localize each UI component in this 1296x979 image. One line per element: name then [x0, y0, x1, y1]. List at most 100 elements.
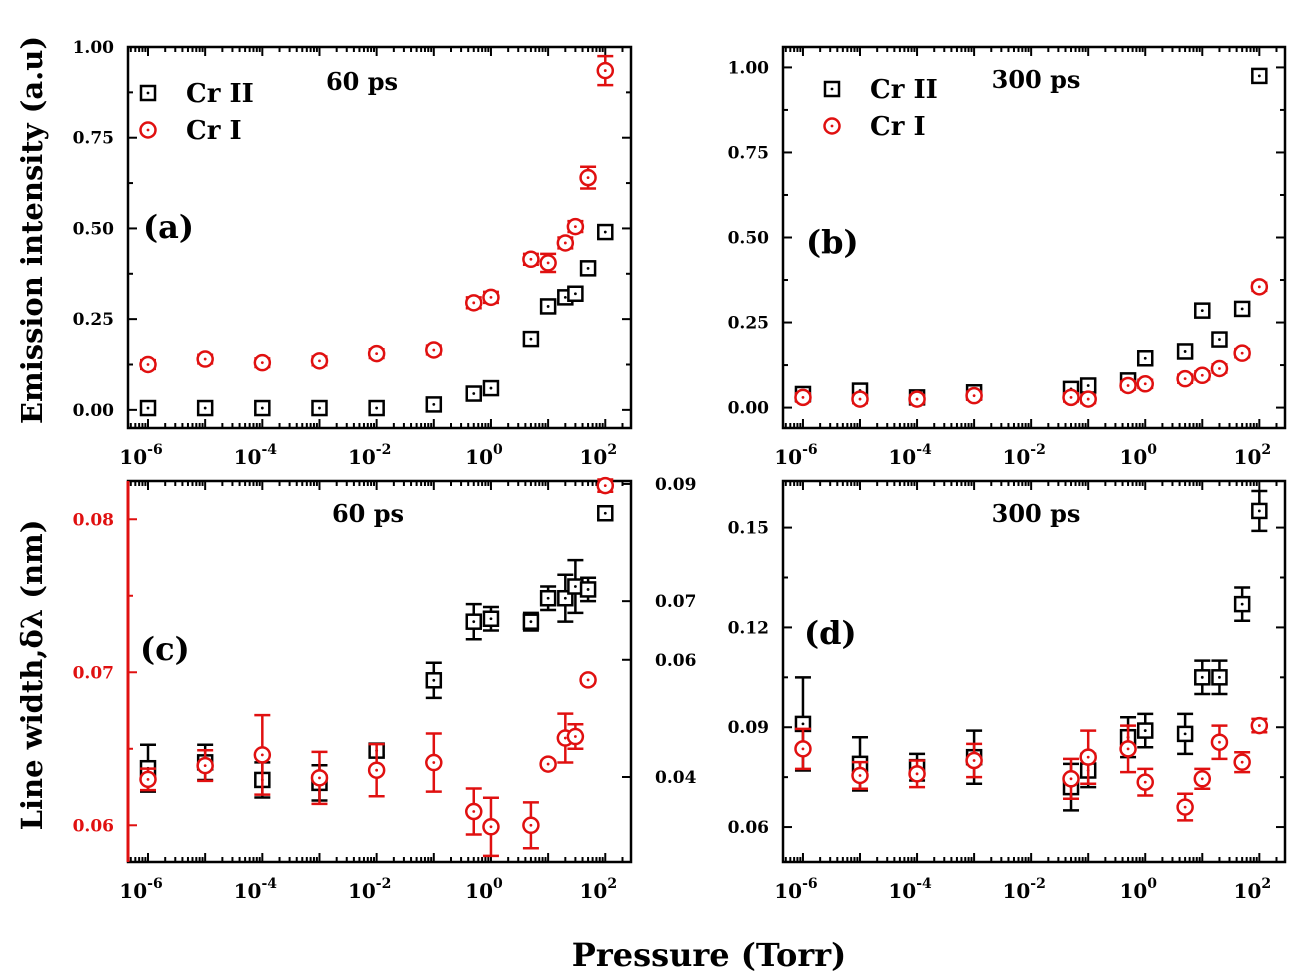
- marker-center-dot: [546, 261, 550, 265]
- marker-center-dot: [603, 511, 607, 515]
- marker-center-dot: [375, 352, 379, 356]
- x-tick-label: 10-2: [348, 442, 391, 469]
- marker-center-dot: [489, 295, 493, 299]
- y-tick-label: 0.00: [73, 401, 115, 421]
- marker-center-dot: [586, 588, 590, 591]
- data-point: [1136, 350, 1154, 367]
- y2-tick-label: 0.06: [655, 651, 696, 671]
- marker-center-dot: [563, 241, 567, 245]
- panel-title: 60 ps: [326, 67, 398, 96]
- marker-center-dot: [586, 266, 590, 270]
- x-tick-label: 102: [1234, 442, 1272, 469]
- data-point: [1233, 300, 1251, 318]
- marker-center-dot: [858, 397, 862, 401]
- panel-b: 10-6 10-4 10-2 100 102 0.00 0.25 0.50 0.75 1.00 (b…: [728, 45, 1287, 469]
- data-point: [539, 252, 557, 274]
- data-point: [482, 796, 500, 858]
- data-point: [139, 767, 157, 792]
- data-point: [566, 217, 585, 236]
- series-cr-i: [794, 278, 1269, 408]
- data-point: [579, 260, 597, 277]
- panel-title: 300 ps: [992, 65, 1081, 94]
- x-tick-label: 10-6: [119, 442, 162, 469]
- y-tick-label: 0.25: [728, 314, 769, 334]
- data-point: [1079, 377, 1097, 394]
- marker-center-dot: [318, 359, 321, 363]
- data-point: [556, 234, 575, 252]
- y-tick-label: 0.12: [728, 618, 769, 638]
- marker-center-dot: [858, 774, 862, 777]
- data-point: [465, 602, 483, 641]
- data-point: [566, 723, 585, 751]
- x-tick-label: 10-2: [1002, 876, 1045, 903]
- y-tick-label: 0.07: [73, 663, 114, 683]
- y-tick-label: 0.75: [728, 143, 769, 163]
- marker-center-dot: [1183, 732, 1187, 736]
- marker-center-dot: [603, 484, 607, 487]
- data-point: [196, 399, 214, 417]
- data-point: [1211, 331, 1228, 348]
- x-tick-label: 100: [465, 876, 503, 903]
- y-tick-label: 0.75: [73, 129, 114, 149]
- marker-center-dot: [915, 397, 919, 401]
- y-tick-label: 1.00: [73, 38, 115, 58]
- data-point: [965, 386, 983, 405]
- data-point: [368, 399, 385, 417]
- marker-center-dot: [1200, 675, 1204, 679]
- data-point: [1176, 712, 1194, 756]
- x-tick-label: 100: [465, 442, 503, 469]
- x-tick-label: 10-4: [888, 876, 932, 903]
- y-tick-label: 0.06: [73, 816, 114, 836]
- x-tick-label: 10-6: [774, 876, 817, 903]
- marker-center-dot: [1218, 675, 1221, 679]
- legend-marker-dot: [146, 91, 150, 95]
- data-point: [1233, 344, 1251, 362]
- x-tick-label: 10-4: [234, 876, 278, 903]
- x-tick-label: 10-2: [1002, 442, 1045, 469]
- data-point: [522, 611, 540, 632]
- marker-center-dot: [1218, 338, 1221, 341]
- ylabel-bottom: Line width,δλ (nm): [15, 520, 49, 831]
- marker-center-dot: [472, 620, 476, 624]
- legend-label: Cr I: [186, 116, 242, 146]
- data-point: [367, 344, 386, 363]
- data-point: [1210, 359, 1229, 378]
- data-point: [1062, 388, 1080, 407]
- series-cr-ii: [794, 67, 1268, 406]
- data-point: [522, 250, 540, 269]
- data-point: [596, 476, 615, 495]
- data-point: [597, 223, 614, 241]
- x-tick-label: 102: [579, 876, 617, 903]
- x-tick-label: 10-6: [774, 442, 817, 469]
- data-point: [482, 288, 500, 307]
- y-tick-label: 0.00: [728, 399, 770, 419]
- legend-label: Cr II: [186, 79, 254, 109]
- data-point: [1176, 792, 1194, 822]
- y-tick-label: 0.06: [728, 818, 769, 838]
- marker-center-dot: [489, 825, 493, 829]
- marker-center-dot: [260, 361, 264, 365]
- marker-center-dot: [529, 620, 533, 624]
- ylabel-top: Emission intensity (a.u): [15, 36, 49, 424]
- data-point: [425, 732, 443, 793]
- data-point: [196, 749, 214, 783]
- data-point: [965, 742, 983, 779]
- marker-center-dot: [472, 392, 476, 395]
- x-tick-label: 102: [1234, 876, 1272, 903]
- panel-title: 60 ps: [332, 499, 404, 528]
- marker-center-dot: [472, 810, 476, 813]
- x-tick-label: 100: [1119, 876, 1157, 903]
- data-point: [465, 787, 483, 836]
- y-tick-label: 0.08: [73, 510, 114, 530]
- data-point: [482, 605, 500, 632]
- data-point: [522, 801, 540, 850]
- marker-center-dot: [563, 736, 567, 740]
- data-point: [1251, 67, 1268, 85]
- marker-center-dot: [1069, 395, 1073, 399]
- x-tick-label: 10-6: [119, 876, 162, 903]
- legend: Cr II Cr I: [139, 79, 254, 146]
- data-point: [539, 585, 557, 612]
- data-point: [522, 330, 540, 348]
- marker-center-dot: [260, 753, 264, 757]
- data-point: [1193, 767, 1212, 791]
